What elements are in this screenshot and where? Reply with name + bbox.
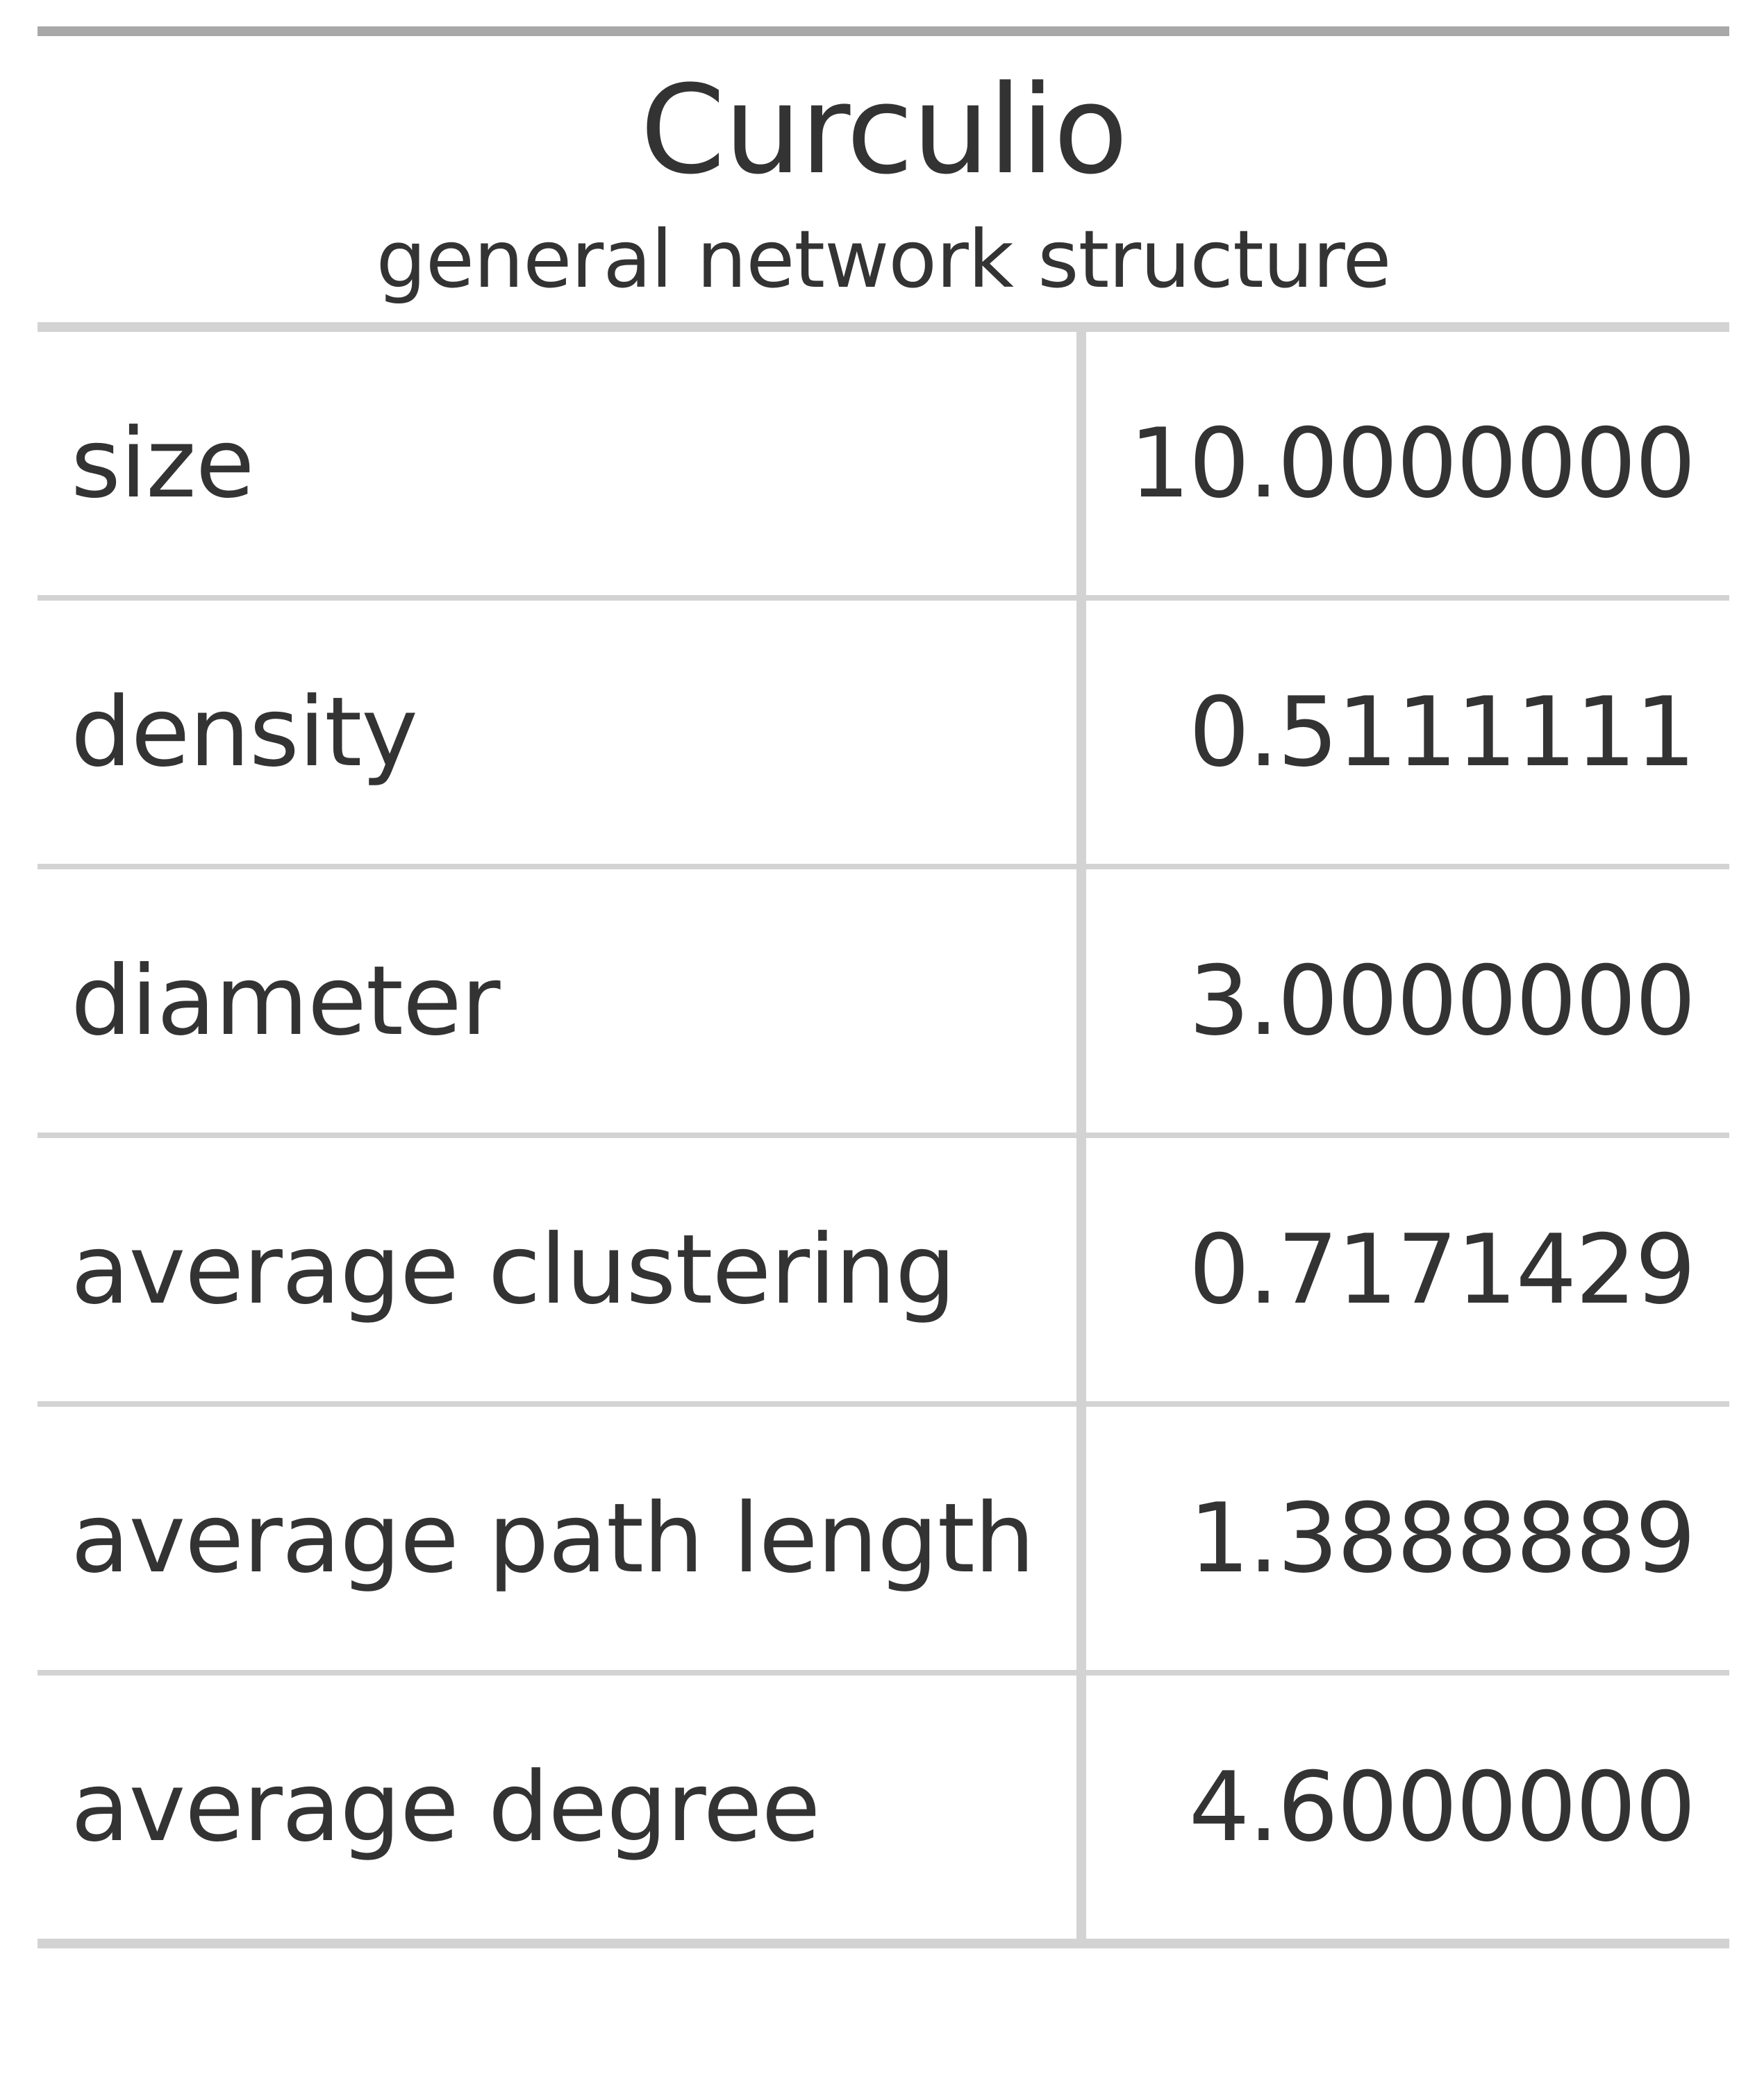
network-structure-table: Curculio general network structure size … bbox=[38, 26, 1729, 1948]
table-subtitle: general network structure bbox=[376, 212, 1391, 306]
table-row: average clustering 0.7171429 bbox=[38, 1138, 1729, 1407]
table-row: average path length 1.3888889 bbox=[38, 1407, 1729, 1676]
header-rule bbox=[38, 322, 1729, 332]
table-body: size 10.0000000 density 0.5111111 diamet… bbox=[38, 332, 1729, 1948]
table-top-rule bbox=[38, 26, 1729, 36]
table-row: average degree 4.6000000 bbox=[38, 1676, 1729, 1948]
row-value: 10.0000000 bbox=[1129, 408, 1696, 519]
row-label: average degree bbox=[38, 1676, 1086, 1939]
row-label: average path length bbox=[38, 1407, 1086, 1670]
table-row: size 10.0000000 bbox=[38, 332, 1729, 601]
row-value: 1.3888889 bbox=[1188, 1482, 1696, 1594]
row-value: 4.6000000 bbox=[1188, 1751, 1696, 1863]
row-value: 3.0000000 bbox=[1188, 945, 1696, 1057]
row-label: diameter bbox=[38, 869, 1086, 1133]
row-value: 0.7171429 bbox=[1188, 1214, 1696, 1326]
table-row: diameter 3.0000000 bbox=[38, 869, 1729, 1138]
row-label: average clustering bbox=[38, 1138, 1086, 1401]
row-label: size bbox=[38, 332, 1086, 595]
row-value: 0.5111111 bbox=[1188, 676, 1696, 788]
row-label: density bbox=[38, 601, 1086, 864]
table-row: density 0.5111111 bbox=[38, 601, 1729, 869]
table-title: Curculio bbox=[640, 58, 1129, 201]
